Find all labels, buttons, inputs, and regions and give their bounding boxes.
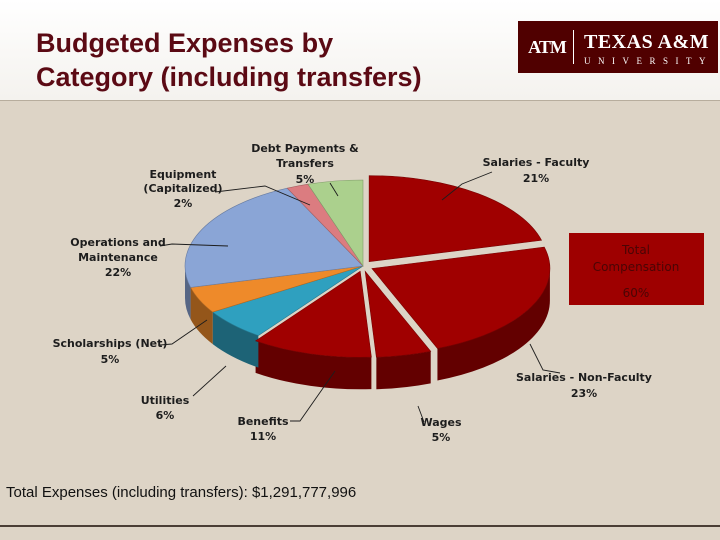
pie-side-salaries-non-faculty (437, 268, 550, 381)
pie-side-wages (376, 351, 431, 390)
label-operations: Operations and Maintenance 22% (70, 236, 165, 279)
pie-slice-salaries-non-faculty (371, 246, 551, 349)
label-salaries-non-faculty-name: Salaries - Non-Faculty (516, 371, 652, 384)
label-benefits-value: 11% (250, 430, 276, 443)
label-benefits: Benefits 11% (237, 415, 289, 443)
label-scholarships-value: 5% (101, 353, 120, 366)
pie-slice-benefits (254, 270, 372, 358)
label-scholarships-name: Scholarships (Net) (53, 337, 168, 350)
title-bar: Budgeted Expenses by Category (including… (0, 0, 720, 101)
pie-side-scholarships-net (190, 287, 213, 345)
label-utilities: Utilities 6% (141, 394, 190, 422)
callout-line-3: 60% (623, 286, 650, 300)
pie-slice-wages (364, 270, 432, 358)
label-operations-line-2: Maintenance (78, 251, 158, 264)
leader-line-scholarships (159, 319, 208, 346)
callout-line-2: Compensation (593, 260, 680, 274)
label-wages-value: 5% (432, 431, 451, 444)
label-salaries-non-faculty-value: 23% (571, 387, 597, 400)
atm-logo-mark: ATM (528, 37, 567, 57)
leader-line-operations (159, 243, 229, 247)
slide-title: Budgeted Expenses by Category (including… (36, 26, 422, 94)
label-salaries-faculty: Salaries - Faculty 21% (483, 156, 590, 185)
leader-line-wages (417, 405, 425, 423)
label-equipment: Equipment (Capitalized) 2% (143, 168, 222, 210)
callout-line-1: Total (621, 243, 650, 257)
label-scholarships: Scholarships (Net) 5% (53, 337, 168, 366)
label-salaries-faculty-value: 21% (523, 172, 549, 185)
logo-subtitle: UNIVERSITY (584, 56, 713, 66)
label-equipment-value: 2% (174, 197, 193, 210)
leader-line-salaries-non-faculty (529, 343, 561, 374)
label-utilities-name: Utilities (141, 394, 190, 407)
leader-line-equipment (214, 185, 311, 206)
pie-slice-sides (185, 266, 550, 390)
pie-side-operations-and-maintenance (185, 266, 191, 320)
slide-title-line-1: Budgeted Expenses by (36, 28, 334, 58)
label-operations-line-1: Operations and (70, 236, 165, 249)
bottom-rule (0, 525, 720, 527)
pie-side-benefits (255, 340, 372, 390)
label-operations-value: 22% (105, 266, 131, 279)
label-equipment-line-2: (Capitalized) (143, 182, 222, 195)
pie-slice-salaries-faculty (368, 175, 543, 262)
label-debt-payments: Debt Payments & Transfers 5% (251, 142, 359, 186)
texas-am-logo: ATM TEXAS A&M UNIVERSITY (518, 21, 718, 73)
logo-wordmark: TEXAS A&M (584, 31, 710, 53)
callout-box (569, 233, 704, 305)
leader-line-debt-payments (329, 182, 339, 197)
pie-side-utilities (212, 312, 259, 368)
label-utilities-value: 6% (156, 409, 175, 422)
label-leader-lines (159, 171, 561, 423)
label-debt-payments-line-1: Debt Payments & (251, 142, 359, 155)
total-expenses-footer: Total Expenses (including transfers): $1… (6, 484, 357, 501)
pie-slice-debt-payments-transfers (307, 179, 364, 267)
slide-title-line-2: Category (including transfers) (36, 62, 422, 92)
label-wages-name: Wages (420, 416, 461, 429)
leader-line-salaries-faculty (441, 171, 493, 201)
label-salaries-faculty-name: Salaries - Faculty (483, 156, 590, 169)
pie-slice-tops (184, 175, 551, 358)
label-equipment-line-1: Equipment (150, 168, 217, 181)
pie-slice-operations-and-maintenance (184, 187, 364, 288)
leader-line-utilities (192, 365, 227, 397)
label-debt-payments-line-2: Transfers (276, 157, 334, 170)
total-compensation-callout: Total Compensation 60% (569, 233, 704, 305)
label-wages: Wages 5% (420, 416, 461, 444)
leader-line-benefits (290, 370, 336, 422)
label-debt-payments-value: 5% (296, 173, 315, 186)
logo-divider (573, 30, 574, 64)
label-salaries-non-faculty: Salaries - Non-Faculty 23% (516, 371, 652, 400)
label-benefits-name: Benefits (237, 415, 289, 428)
